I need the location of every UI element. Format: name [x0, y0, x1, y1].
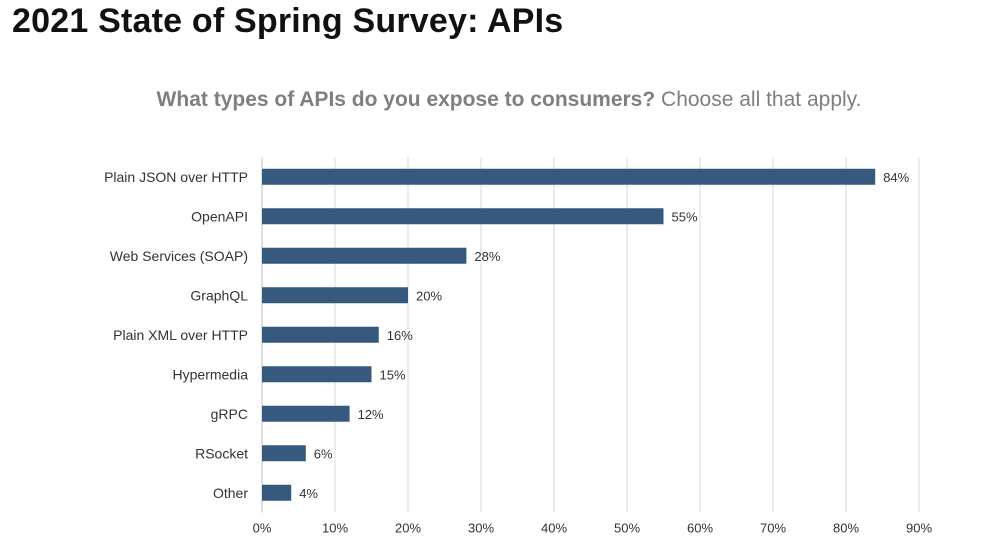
category-label: Hypermedia [173, 366, 249, 382]
value-label: 55% [672, 209, 698, 224]
x-tick-label: 70% [760, 521, 786, 536]
bar [262, 326, 379, 343]
bar [262, 405, 350, 422]
bar [262, 366, 372, 383]
bar [262, 287, 408, 304]
bar [262, 484, 292, 501]
value-label: 16% [387, 328, 413, 343]
x-tick-label: 60% [687, 521, 713, 536]
x-tick-label: 50% [614, 521, 640, 536]
bar [262, 208, 664, 225]
value-label: 20% [416, 288, 442, 303]
value-label: 12% [358, 407, 384, 422]
category-label: OpenAPI [191, 208, 248, 224]
bar [262, 445, 306, 462]
value-label: 4% [299, 486, 318, 501]
chart-title-question: What types of APIs do you expose to cons… [156, 88, 656, 111]
value-label: 28% [474, 249, 500, 264]
x-tick-label: 10% [322, 521, 348, 536]
page-title: 2021 State of Spring Survey: APIs [12, 2, 564, 40]
x-tick-label: 80% [833, 521, 859, 536]
x-tick-label: 0% [253, 521, 272, 536]
chart-title: What types of APIs do you expose to cons… [0, 88, 989, 112]
bar [262, 247, 467, 264]
category-label: Other [213, 485, 248, 501]
x-tick-label: 40% [541, 521, 567, 536]
value-label: 6% [314, 446, 333, 461]
category-label: Plain XML over HTTP [113, 327, 248, 343]
x-tick-label: 90% [906, 521, 932, 536]
category-label: Web Services (SOAP) [110, 248, 248, 264]
value-label: 15% [380, 367, 406, 382]
category-label: gRPC [211, 406, 248, 422]
category-label: Plain JSON over HTTP [104, 169, 248, 185]
x-tick-label: 30% [468, 521, 494, 536]
category-label: GraphQL [190, 287, 248, 303]
x-tick-label: 20% [395, 521, 421, 536]
category-labels: Plain JSON over HTTP OpenAPI Web Services … [104, 169, 248, 501]
value-labels: 84% 55% 28% 20% 16% 15% 12% 6% 4% [299, 170, 909, 501]
category-label: RSocket [195, 445, 248, 461]
value-label: 84% [883, 170, 909, 185]
chart-title-instruction: Choose all that apply. [661, 88, 862, 111]
x-axis-ticks: 0% 10% 20% 30% 40% 50% 60% 70% 80% 90% [253, 521, 933, 536]
bar [262, 168, 876, 185]
bars [262, 168, 876, 501]
